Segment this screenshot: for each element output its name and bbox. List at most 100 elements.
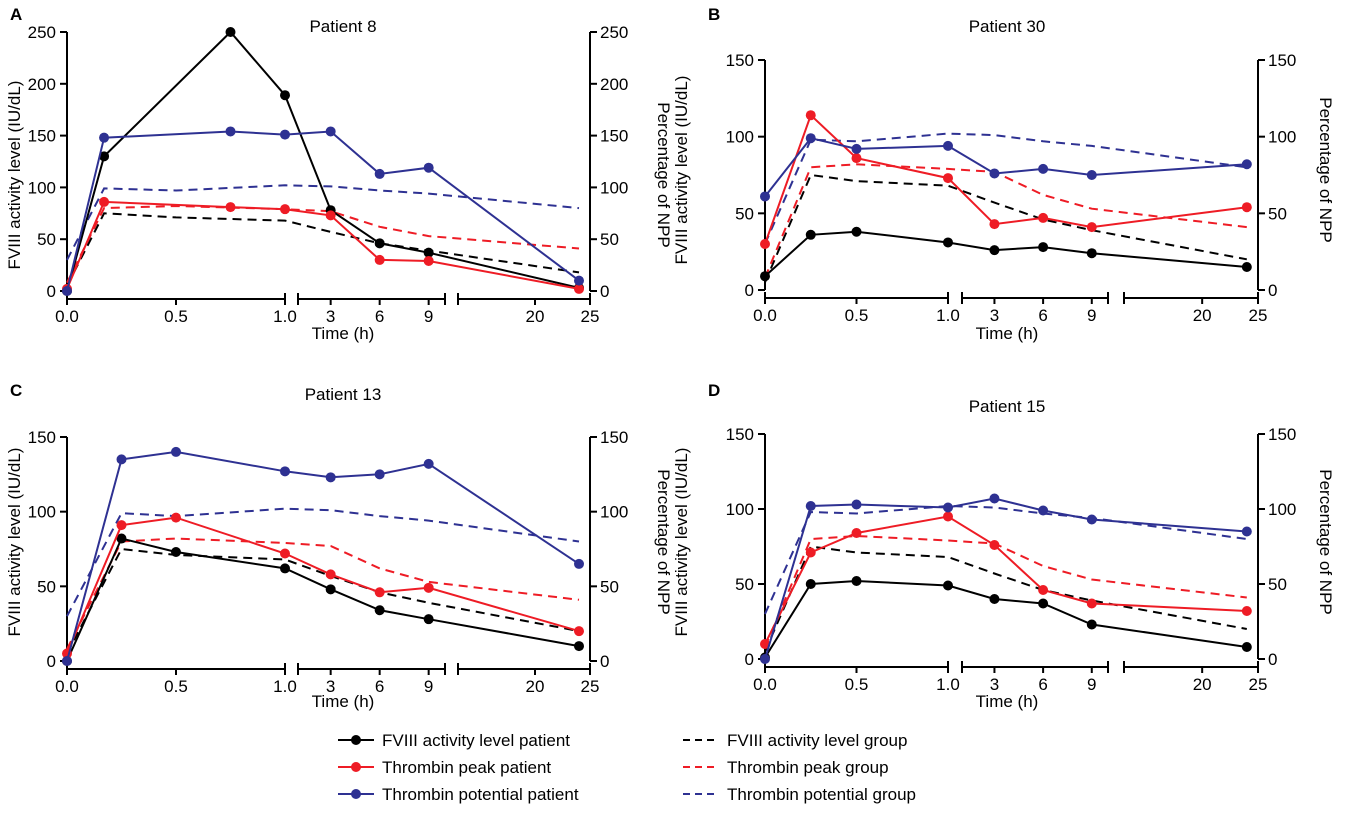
y-tick-label-right: 0 [1268, 281, 1277, 300]
data-point-thrombin-potential-patient [1241, 159, 1252, 170]
legend-marker-thrombin-peak-patient [351, 762, 361, 772]
x-tick-label: 0.0 [753, 675, 777, 694]
data-point-fviii-activity-level-patient [325, 584, 336, 595]
data-point-thrombin-peak-patient [943, 173, 953, 184]
panel-letter: D [708, 381, 720, 400]
data-point-thrombin-potential-patient [374, 469, 385, 480]
panel-d: D Patient 15 FVIII activity level (IU/dL) P… [672, 381, 1335, 711]
y-tick-label-left: 0 [47, 652, 56, 671]
y-tick-label-right: 250 [600, 23, 628, 42]
y-tick-label-left: 150 [726, 51, 754, 70]
x-tick-label: 6 [1038, 675, 1047, 694]
x-tick-label: 6 [375, 677, 384, 696]
data-point-thrombin-peak-patient [374, 587, 385, 598]
y-axis-label-right: Percentage of NPP [1316, 97, 1335, 243]
y-tick-label-left: 150 [28, 127, 56, 146]
data-point-thrombin-potential-patient [760, 654, 770, 664]
x-axis-label: Time (h) [976, 692, 1039, 711]
y-axis-label-left: FVIII activity level (IU/dL) [672, 76, 691, 265]
series-line-thrombin-peak-patient [66, 200, 580, 290]
legend-label: Thrombin peak patient [382, 758, 551, 777]
data-point-thrombin-potential-patient [423, 162, 434, 173]
data-point-thrombin-potential-patient [989, 168, 1000, 179]
y-axis-label-left: FVIII activity level (IU/dL) [5, 81, 24, 270]
series-line-thrombin-peak-group [764, 163, 1247, 279]
data-point-thrombin-peak-patient [423, 255, 434, 266]
y-tick-label-right: 50 [1268, 575, 1287, 594]
x-tick-label: 1.0 [936, 306, 960, 325]
data-point-thrombin-peak-patient [805, 110, 816, 121]
y-tick-label-left: 50 [37, 230, 56, 249]
panel-a: A Patient 8 FVIII activity level (IU/dL) Pe… [5, 5, 673, 343]
x-tick-label: 3 [990, 306, 999, 325]
data-point-thrombin-peak-patient [423, 582, 434, 593]
data-point-fviii-activity-level-patient [280, 563, 290, 574]
data-point-thrombin-potential-patient [1086, 170, 1097, 180]
panel-title: Patient 30 [969, 17, 1046, 36]
x-tick-label: 9 [424, 307, 433, 326]
data-point-thrombin-potential-patient [280, 466, 290, 477]
data-point-fviii-activity-level-patient [1086, 248, 1097, 259]
data-point-fviii-activity-level-patient [851, 576, 862, 586]
x-tick-label: 20 [526, 677, 545, 696]
data-point-thrombin-potential-patient [116, 454, 127, 465]
x-tick-label: 1.0 [273, 307, 297, 326]
x-tick-label: 20 [1193, 306, 1212, 325]
panel-title: Patient 15 [969, 397, 1046, 416]
panel-b: B Patient 30 FVIII activity level (IU/dL) P… [672, 5, 1335, 343]
x-tick-label: 25 [1249, 675, 1268, 694]
panel-letter: C [10, 381, 22, 400]
series-line-thrombin-potential-group [66, 184, 580, 261]
x-axis-label: Time (h) [976, 324, 1039, 343]
y-axis-label-right: Percentage of NPP [654, 102, 673, 248]
y-axis-label-right: Percentage of NPP [1316, 469, 1335, 615]
data-point-fviii-activity-level-patient [943, 580, 953, 591]
x-tick-label: 3 [326, 307, 335, 326]
data-point-fviii-activity-level-patient [1241, 642, 1252, 652]
data-point-fviii-activity-level-patient [374, 605, 385, 616]
series-line-thrombin-peak-patient [764, 515, 1247, 645]
data-point-fviii-activity-level-patient [1086, 619, 1097, 630]
y-tick-label-right: 100 [1268, 500, 1296, 519]
data-point-thrombin-peak-patient [1038, 585, 1049, 595]
data-point-fviii-activity-level-patient [805, 229, 816, 240]
legend-label: FVIII activity level group [727, 731, 907, 750]
legend-label: Thrombin potential group [727, 785, 916, 804]
data-point-thrombin-potential-patient [943, 140, 953, 151]
data-point-fviii-activity-level-patient [760, 271, 770, 282]
y-tick-label-left: 0 [745, 650, 754, 669]
y-tick-label-left: 100 [28, 503, 56, 522]
data-point-thrombin-potential-patient [1241, 526, 1252, 537]
x-axis-label: Time (h) [312, 324, 375, 343]
series-line-fviii-activity-level-group [66, 212, 580, 287]
y-tick-label-right: 150 [1268, 51, 1296, 70]
series-line-fviii-activity-level-group [66, 547, 580, 654]
data-point-fviii-activity-level-patient [116, 533, 127, 544]
series-line-thrombin-potential-group [764, 504, 1247, 615]
legend-marker-fviii-activity-level-patient [351, 735, 361, 745]
data-point-fviii-activity-level-patient [423, 614, 434, 625]
data-point-fviii-activity-level-patient [989, 245, 1000, 256]
series-line-fviii-activity-level-patient [66, 537, 580, 662]
x-tick-label: 0.0 [55, 677, 79, 696]
x-tick-label: 1.0 [273, 677, 297, 696]
data-point-fviii-activity-level-patient [423, 247, 434, 258]
data-point-thrombin-peak-patient [805, 547, 816, 558]
data-point-thrombin-potential-patient [280, 129, 290, 140]
x-tick-label: 9 [424, 677, 433, 696]
x-tick-label: 1.0 [936, 675, 960, 694]
data-point-thrombin-peak-patient [1038, 212, 1049, 223]
y-tick-label-right: 0 [1268, 650, 1277, 669]
data-point-fviii-activity-level-patient [851, 226, 862, 237]
y-tick-label-left: 100 [726, 128, 754, 147]
data-point-thrombin-potential-patient [574, 275, 584, 286]
data-point-thrombin-potential-patient [423, 458, 434, 469]
x-tick-label: 0.5 [164, 677, 188, 696]
data-point-thrombin-peak-patient [760, 239, 770, 249]
y-tick-label-left: 150 [726, 425, 754, 444]
x-tick-label: 0.5 [845, 675, 869, 694]
series-line-thrombin-peak-group [66, 204, 580, 284]
data-point-thrombin-peak-patient [325, 210, 336, 221]
data-point-thrombin-peak-patient [225, 202, 236, 213]
